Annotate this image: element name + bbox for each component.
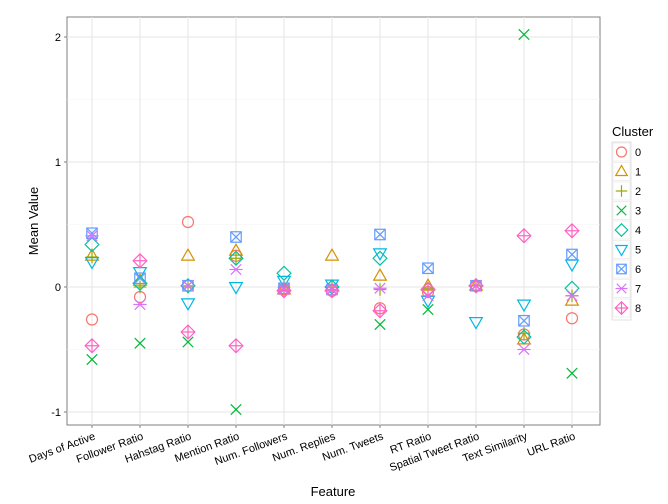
point-cluster-3 <box>518 28 530 41</box>
legend-marker-7 <box>615 283 628 294</box>
legend-marker-5 <box>614 244 629 257</box>
point-cluster-5 <box>84 257 100 270</box>
legend-label: 5 <box>635 245 641 257</box>
legend-marker-3 <box>616 205 627 216</box>
point-cluster-1 <box>180 247 196 261</box>
point-cluster-0 <box>181 215 195 229</box>
point-cluster-7 <box>181 280 195 292</box>
point-cluster-4 <box>276 265 292 281</box>
legend-marker-8 <box>614 300 629 316</box>
y-axis-title: Mean Value <box>26 187 41 255</box>
point-cluster-3 <box>374 318 386 331</box>
point-cluster-3 <box>566 367 578 379</box>
point-cluster-2 <box>133 280 147 294</box>
point-cluster-2 <box>517 326 531 340</box>
point-cluster-8 <box>180 324 196 340</box>
point-cluster-6 <box>230 231 242 243</box>
point-cluster-4 <box>132 275 148 291</box>
point-cluster-7 <box>229 263 243 276</box>
y-tick-label: 1 <box>55 157 61 169</box>
point-cluster-4 <box>372 250 388 266</box>
point-cluster-5 <box>468 317 484 330</box>
gridlines <box>67 17 600 425</box>
point-cluster-3 <box>86 353 98 366</box>
point-cluster-3 <box>230 403 242 416</box>
point-cluster-3 <box>422 303 434 316</box>
point-cluster-7 <box>373 282 387 294</box>
point-cluster-6 <box>422 262 434 275</box>
point-cluster-5 <box>180 298 196 312</box>
legend-label: 3 <box>635 206 641 218</box>
legend-label: 6 <box>635 264 641 276</box>
point-cluster-6 <box>566 248 578 261</box>
data-points <box>84 28 580 416</box>
y-tick-label: -1 <box>51 407 61 419</box>
point-cluster-5 <box>228 282 244 295</box>
point-cluster-1 <box>324 247 340 261</box>
y-axis-ticks: -1 0 1 2 <box>51 32 67 419</box>
point-cluster-8 <box>564 223 580 239</box>
point-cluster-3 <box>134 337 146 349</box>
point-cluster-0 <box>565 312 579 325</box>
point-cluster-8 <box>468 278 484 294</box>
point-cluster-6 <box>518 314 530 327</box>
legend-marker-6 <box>616 263 627 275</box>
point-cluster-8 <box>276 283 292 299</box>
point-cluster-4 <box>84 236 100 253</box>
point-cluster-8 <box>324 283 340 299</box>
point-cluster-8 <box>228 338 244 354</box>
point-cluster-8 <box>84 338 100 354</box>
point-cluster-5 <box>276 275 292 289</box>
point-cluster-3 <box>182 336 194 348</box>
point-cluster-1 <box>372 267 388 281</box>
legend-marker-1 <box>614 164 629 177</box>
legend-label: 8 <box>635 303 641 315</box>
point-cluster-6 <box>86 227 98 240</box>
point-cluster-8 <box>132 253 148 269</box>
point-cluster-8 <box>372 303 388 319</box>
point-cluster-7 <box>565 290 579 302</box>
point-cluster-7 <box>85 230 99 242</box>
y-tick-label: 2 <box>55 32 61 44</box>
point-cluster-4 <box>228 250 244 266</box>
legend-key <box>612 220 631 240</box>
legend-label: 7 <box>635 284 641 296</box>
point-cluster-5 <box>516 299 532 313</box>
x-tick-label: URL Ratio <box>526 431 577 459</box>
x-axis-title: Feature <box>311 484 356 499</box>
legend-label: 0 <box>635 147 641 159</box>
point-cluster-2 <box>373 283 387 296</box>
point-cluster-4 <box>180 278 196 294</box>
legend-label: 2 <box>635 186 641 198</box>
plot-panel <box>66 16 601 426</box>
point-cluster-2 <box>229 251 243 265</box>
legend-label: 4 <box>635 225 641 237</box>
legend-marker-0 <box>615 146 628 158</box>
legend-title: Cluster <box>612 124 654 139</box>
legend-marker-2 <box>615 185 628 197</box>
point-cluster-0 <box>85 313 99 326</box>
point-cluster-4 <box>516 329 532 345</box>
point-cluster-8 <box>420 281 436 298</box>
legend-marker-4 <box>614 222 629 238</box>
legend-label: 1 <box>635 167 641 179</box>
legend: Cluster 0 1 2 3 4 5 6 7 8 <box>611 124 654 321</box>
point-cluster-6 <box>134 272 146 285</box>
point-cluster-7 <box>133 298 147 311</box>
legend-key <box>612 142 631 162</box>
y-tick-label: 0 <box>55 282 61 294</box>
point-cluster-7 <box>517 343 531 356</box>
point-cluster-8 <box>516 228 532 244</box>
point-cluster-5 <box>372 248 388 262</box>
point-cluster-6 <box>374 228 386 241</box>
